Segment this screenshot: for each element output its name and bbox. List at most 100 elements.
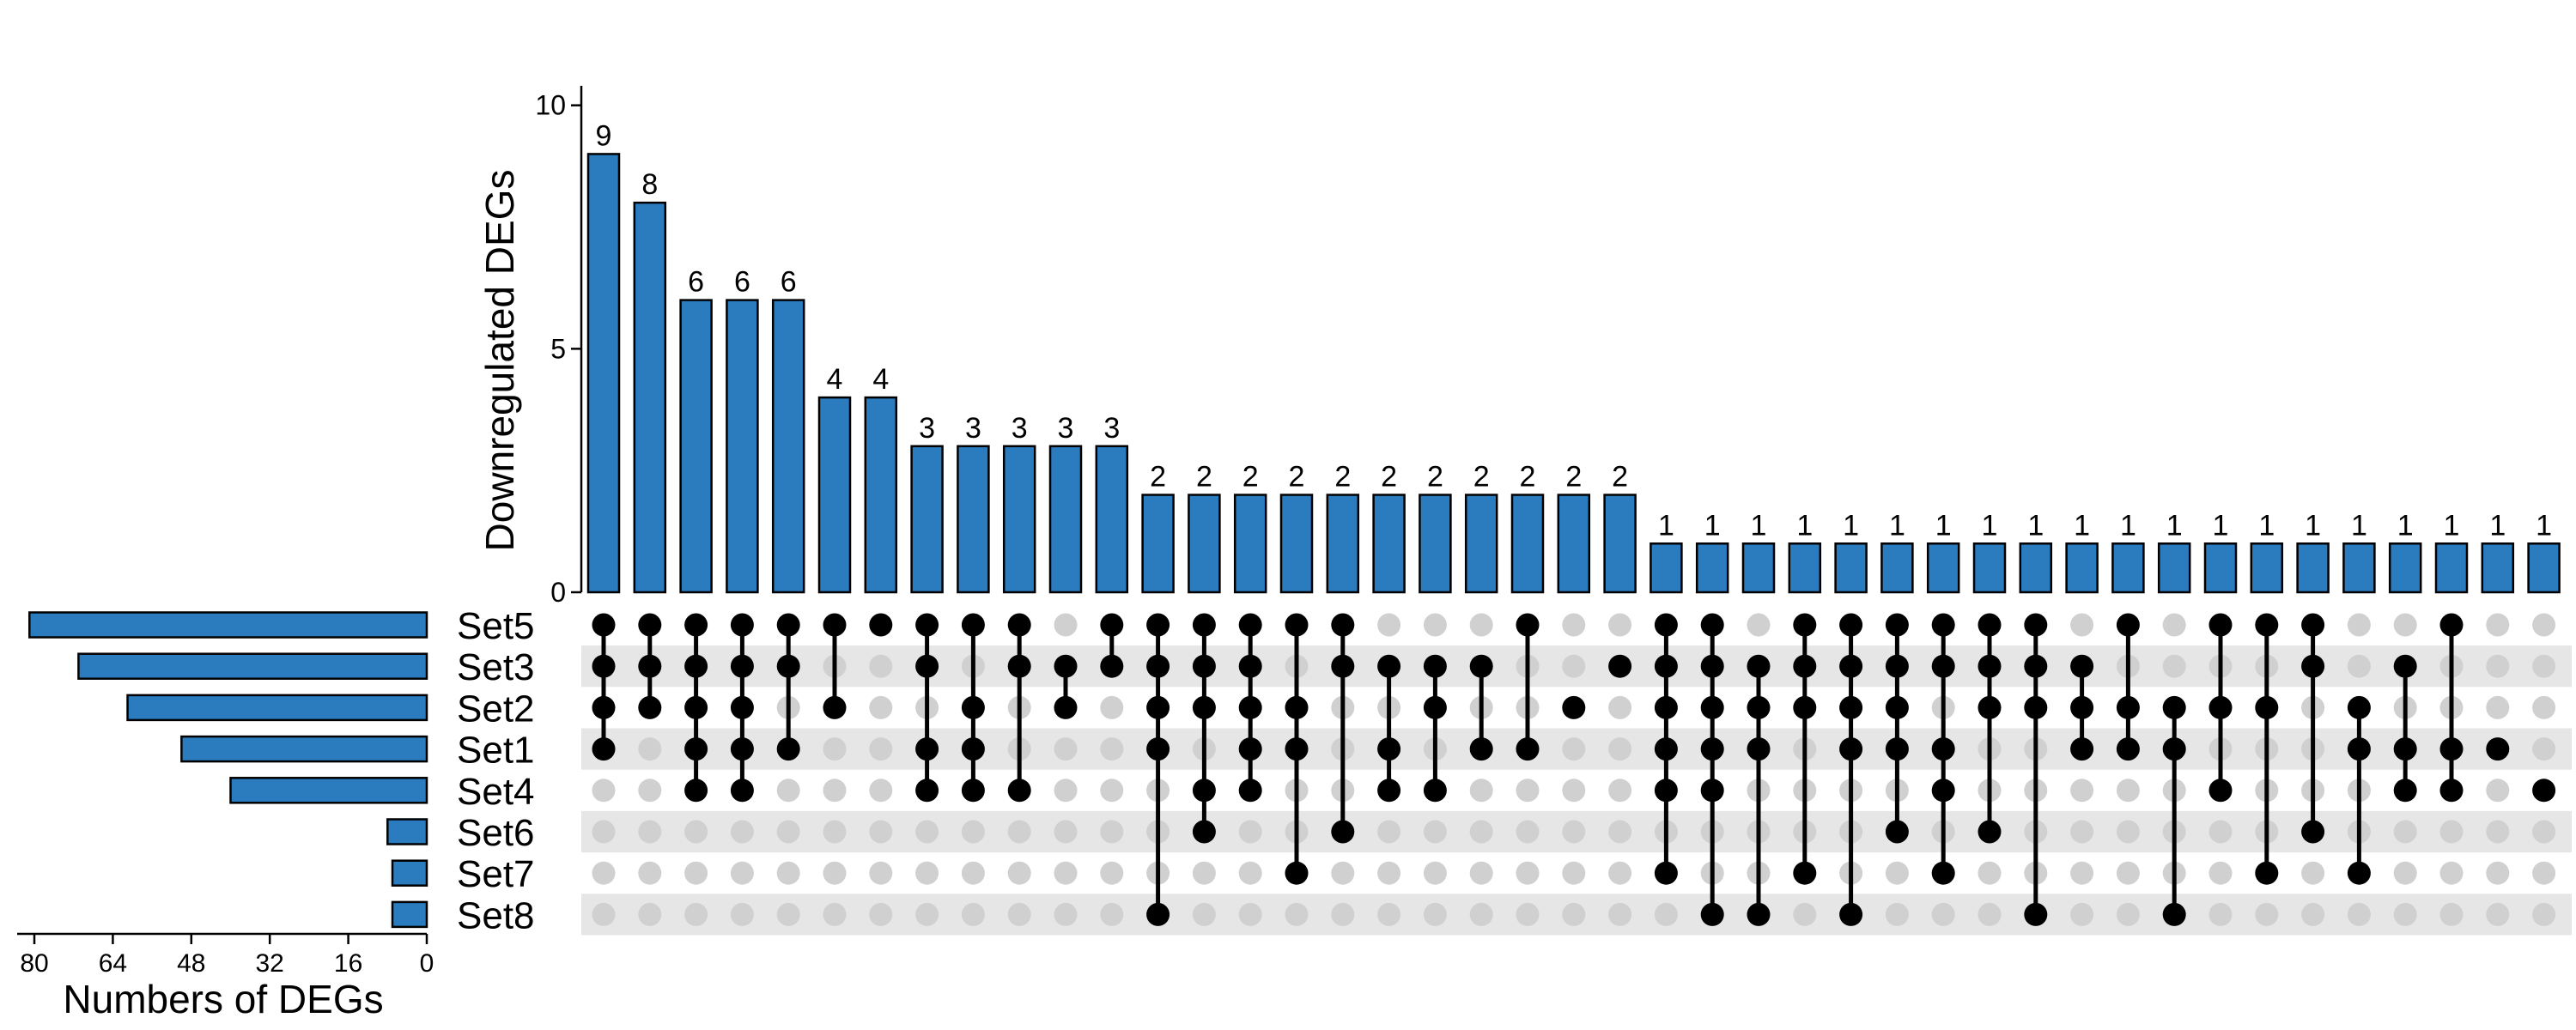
matrix-dot-inactive [1608,737,1632,761]
matrix-dot-inactive [1423,902,1447,926]
matrix-dot-active [1793,613,1817,637]
set-size-axis-tick-label: 16 [334,949,362,978]
matrix-dot-inactive [2393,613,2417,637]
intersection-axis-label: Downregulated DEGs [477,170,522,552]
intersection-bar-label: 1 [2213,509,2229,542]
matrix-dot-inactive [1608,820,1632,844]
matrix-dot-inactive [2162,613,2186,637]
matrix-dot-active [2347,861,2371,885]
matrix-dot-active [1192,654,1216,678]
matrix-dot-inactive [1007,861,1031,885]
matrix-dot-active [1238,654,1262,678]
matrix-dot-active [1192,695,1216,719]
intersection-bar [2203,542,2238,594]
set-label: Set1 [457,730,535,772]
matrix-dot-active [684,737,708,761]
matrix-dot-active [1100,613,1124,637]
matrix-dot-inactive [1562,654,1586,678]
matrix-dot-inactive [961,820,985,844]
matrix-dot-active [1839,737,1863,761]
matrix-dot-active [1192,820,1216,844]
matrix-dot-active [2070,654,2094,678]
intersection-bar-label: 3 [1058,412,1074,445]
matrix-dot-active [1007,779,1031,803]
matrix-dot-inactive [684,820,708,844]
intersection-bar-label: 1 [2027,509,2044,542]
intersection-bar-label: 6 [734,266,750,299]
matrix-dot-inactive [2116,861,2140,885]
matrix-dot-active [1285,613,1309,637]
matrix-dot-active [1423,779,1447,803]
matrix-dot-inactive [2255,902,2279,926]
matrix-dot-inactive [2070,902,2094,926]
matrix-dot-active [2532,779,2556,803]
matrix-dot-active [1700,695,1724,719]
matrix-dot-active [2116,613,2140,637]
matrix-dot-active [1885,695,1909,719]
matrix-dot-inactive [1285,902,1309,926]
intersection-bar-label: 6 [688,266,704,299]
intersection-bar [2111,542,2145,594]
matrix-dot-active [1793,861,1817,885]
set-size-axis-tick-label: 64 [99,949,127,978]
matrix-dot-inactive [2439,861,2464,885]
matrix-dot-inactive [1100,779,1124,803]
matrix-dot-active [638,695,662,719]
intersection-bar [1741,542,1776,594]
matrix-dot-inactive [1885,902,1909,926]
matrix-dot-inactive [823,902,847,926]
matrix-dot-inactive [2070,779,2094,803]
matrix-dot-active [1747,695,1771,719]
matrix-dot-active [1747,902,1771,926]
matrix-dot-active [961,779,985,803]
set-label: Set2 [457,688,535,730]
intersection-axis-tick-label: 10 [535,90,566,121]
matrix-dot-active [1885,613,1909,637]
matrix-dot-active [2393,737,2417,761]
matrix-dot-inactive [1238,820,1262,844]
matrix-dot-inactive [1654,902,1678,926]
intersection-bar [1048,445,1083,594]
matrix-dot-inactive [1608,861,1632,885]
matrix-dot-active [638,654,662,678]
matrix-dot-inactive [823,861,847,885]
matrix-dot-active [2116,695,2140,719]
matrix-dot-active [1469,737,1493,761]
matrix-dot-inactive [2486,902,2510,926]
set-size-bar [229,777,428,804]
matrix-dot-inactive [1608,613,1632,637]
matrix-dot-active [1469,654,1493,678]
intersection-bar [1279,494,1314,594]
matrix-dot-active [1654,779,1678,803]
matrix-dot-inactive [1516,779,1540,803]
matrix-dot-inactive [2208,820,2233,844]
intersection-bar-label: 1 [2305,509,2321,542]
matrix-dot-inactive [915,861,939,885]
matrix-dot-inactive [2532,902,2556,926]
set-label: Set3 [457,646,535,688]
set-size-bar [391,900,428,929]
intersection-bar [1926,542,1960,594]
matrix-dot-inactive [730,902,754,926]
matrix-dot-active [915,737,939,761]
matrix-dot-active [961,737,985,761]
matrix-dot-active [2439,737,2464,761]
matrix-dot-inactive [915,902,939,926]
intersection-bar [1510,494,1545,594]
matrix-dot-inactive [1054,613,1078,637]
matrix-dot-inactive [869,737,893,761]
intersection-bar [2250,542,2284,594]
intersection-bar-label: 1 [2351,509,2367,542]
matrix-dot-active [684,654,708,678]
intersection-bar [2342,542,2376,594]
matrix-dot-active [2439,613,2464,637]
matrix-dot-inactive [1608,779,1632,803]
intersection-bar [1326,494,1360,594]
matrix-dot-inactive [915,820,939,844]
matrix-dot-inactive [1469,861,1493,885]
matrix-dot-active [1700,613,1724,637]
matrix-dot-active [1238,779,1262,803]
intersection-bar-label: 2 [1473,461,1490,494]
matrix-dot-active [1146,613,1170,637]
matrix-dot-active [1146,695,1170,719]
